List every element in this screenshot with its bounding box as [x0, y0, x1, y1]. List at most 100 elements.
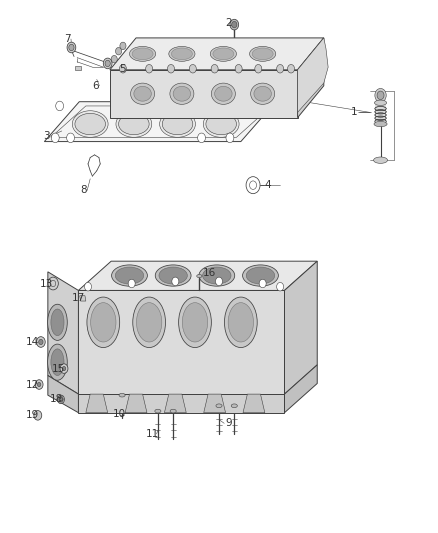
Ellipse shape — [116, 111, 152, 138]
Ellipse shape — [159, 267, 187, 284]
Polygon shape — [125, 394, 147, 413]
Ellipse shape — [119, 114, 149, 135]
Circle shape — [36, 337, 45, 348]
Ellipse shape — [115, 267, 144, 284]
Ellipse shape — [130, 46, 155, 61]
Ellipse shape — [250, 46, 276, 61]
Ellipse shape — [224, 297, 257, 348]
Ellipse shape — [170, 409, 176, 413]
Ellipse shape — [243, 265, 279, 286]
Circle shape — [235, 64, 242, 73]
Text: 17: 17 — [72, 293, 85, 303]
Circle shape — [120, 42, 126, 50]
Circle shape — [57, 395, 64, 403]
Polygon shape — [297, 38, 328, 112]
Circle shape — [288, 64, 294, 73]
Polygon shape — [78, 290, 285, 394]
Polygon shape — [44, 102, 276, 142]
Circle shape — [111, 55, 117, 63]
Polygon shape — [110, 38, 324, 70]
Text: 16: 16 — [203, 269, 216, 278]
Circle shape — [105, 60, 110, 67]
Polygon shape — [285, 261, 317, 394]
Ellipse shape — [169, 46, 195, 61]
Ellipse shape — [203, 267, 231, 284]
Ellipse shape — [171, 48, 192, 60]
Ellipse shape — [75, 114, 106, 135]
Circle shape — [34, 410, 42, 420]
Ellipse shape — [162, 114, 193, 135]
Ellipse shape — [87, 297, 120, 348]
Ellipse shape — [215, 86, 232, 101]
Ellipse shape — [132, 48, 153, 60]
Circle shape — [67, 133, 74, 143]
Ellipse shape — [131, 83, 155, 104]
Circle shape — [35, 379, 43, 389]
Circle shape — [255, 64, 262, 73]
Circle shape — [277, 282, 284, 291]
Ellipse shape — [246, 267, 275, 284]
Ellipse shape — [91, 303, 116, 342]
Text: 11: 11 — [145, 429, 159, 439]
Circle shape — [85, 282, 92, 291]
Polygon shape — [285, 365, 317, 413]
Text: 9: 9 — [225, 418, 232, 429]
Ellipse shape — [374, 157, 388, 164]
Ellipse shape — [51, 349, 64, 375]
Circle shape — [67, 42, 76, 53]
Circle shape — [189, 64, 196, 73]
Ellipse shape — [210, 46, 237, 61]
Ellipse shape — [133, 297, 166, 348]
Text: 4: 4 — [265, 180, 271, 190]
Circle shape — [226, 133, 234, 143]
Circle shape — [172, 277, 179, 286]
Ellipse shape — [206, 114, 237, 135]
Text: 14: 14 — [26, 337, 39, 347]
Circle shape — [56, 101, 64, 111]
Ellipse shape — [203, 111, 239, 138]
Polygon shape — [110, 70, 297, 118]
Ellipse shape — [212, 83, 235, 104]
Circle shape — [377, 91, 384, 100]
Ellipse shape — [231, 404, 237, 408]
Ellipse shape — [228, 303, 254, 342]
Polygon shape — [243, 394, 265, 413]
Ellipse shape — [137, 303, 162, 342]
Text: 7: 7 — [64, 34, 71, 44]
Polygon shape — [204, 394, 226, 413]
Circle shape — [259, 279, 266, 288]
Text: 3: 3 — [43, 131, 50, 141]
Circle shape — [215, 277, 223, 286]
Circle shape — [277, 64, 284, 73]
Circle shape — [128, 279, 135, 288]
Ellipse shape — [155, 265, 191, 286]
Circle shape — [37, 382, 41, 386]
Text: 6: 6 — [92, 81, 99, 91]
Text: 1: 1 — [351, 107, 358, 117]
Ellipse shape — [72, 111, 108, 138]
Ellipse shape — [251, 83, 275, 104]
Text: 15: 15 — [52, 364, 65, 374]
Ellipse shape — [112, 265, 148, 286]
Text: 10: 10 — [113, 409, 126, 419]
Ellipse shape — [159, 111, 195, 138]
Text: 8: 8 — [80, 185, 87, 196]
Text: 19: 19 — [26, 410, 39, 421]
Ellipse shape — [51, 309, 64, 336]
Text: 5: 5 — [119, 64, 125, 74]
Text: 2: 2 — [225, 18, 232, 28]
Ellipse shape — [374, 122, 387, 127]
Ellipse shape — [199, 265, 235, 286]
Ellipse shape — [48, 304, 67, 341]
Circle shape — [375, 88, 386, 102]
Circle shape — [232, 21, 237, 28]
Ellipse shape — [216, 404, 222, 408]
Polygon shape — [75, 66, 81, 70]
Circle shape — [51, 133, 59, 143]
Ellipse shape — [252, 48, 273, 60]
Ellipse shape — [173, 86, 191, 101]
Text: 18: 18 — [49, 394, 63, 405]
Ellipse shape — [48, 344, 67, 380]
Circle shape — [211, 64, 218, 73]
Circle shape — [146, 64, 152, 73]
